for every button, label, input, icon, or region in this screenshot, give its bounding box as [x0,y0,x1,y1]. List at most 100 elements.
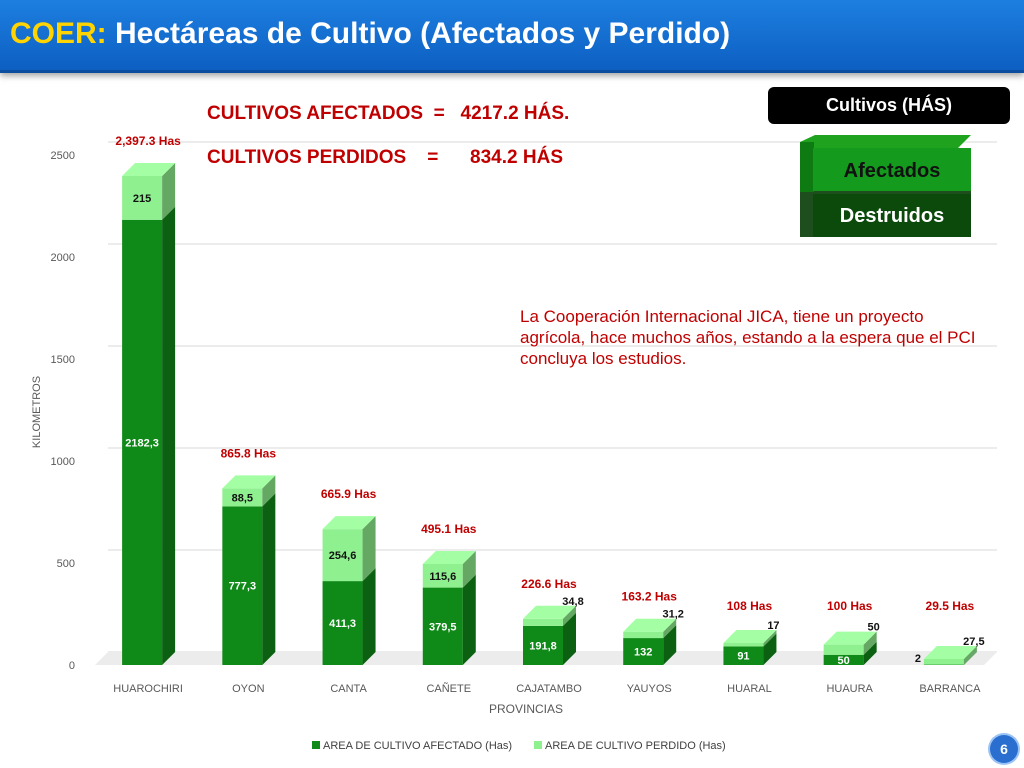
afectados-shape-top [800,135,971,149]
total-label: 2,397.3 Has [115,134,181,148]
bar-segment [122,175,163,220]
bar-segment [523,625,563,665]
bar-segment [623,638,664,665]
bar-segment-side [963,651,977,665]
x-tick-label: CAÑETE [426,682,471,695]
data-label: 379,5 [429,621,457,633]
total-label: 163.2 Has [622,590,678,604]
bar-segment-side [262,475,276,507]
bar-segment [422,587,463,665]
bar-segment-side [162,162,176,220]
bar-segment [823,644,864,655]
data-label: 34,8 [562,596,583,608]
x-tick-label: CAJATAMBO [516,683,582,695]
x-axis-title: PROVINCIAS [489,702,563,716]
perdidos-total: CULTIVOS PERDIDOS = 834.2 HÁS [207,147,563,168]
bar-segment [422,563,463,588]
x-tick-label: YAUYOS [627,683,672,695]
data-label: 88,5 [232,492,253,504]
bar-segment [623,631,664,639]
bar-segment-side [362,568,376,665]
bar-segment-side [763,629,777,647]
bar-segment-side [763,633,777,665]
bar-segment-top [823,631,877,645]
data-label: 215 [133,193,151,205]
bar-segment-side [963,645,977,665]
bar-segment-side [262,493,276,665]
page-title: COER: Hectáreas de Cultivo (Afectados y … [10,17,730,51]
legend-label: AREA DE CULTIVO AFECTADO (Has) [323,740,512,752]
bar-segment [322,529,363,582]
bar-segment-side [563,605,576,626]
x-tick-label: HUAURA [826,683,873,695]
bar-segment-top [623,618,677,632]
data-label: 115,6 [429,571,456,583]
bar-segment-side [462,574,476,665]
total-label: 865.8 Has [221,446,277,460]
bar-segment-side [162,206,176,666]
data-label: 777,3 [229,581,257,593]
data-label: 17 [767,620,779,632]
total-label: 29.5 Has [926,599,975,613]
data-label: 27,5 [963,636,984,648]
data-label: 254,6 [329,550,357,562]
legend-label: AREA DE CULTIVO PERDIDO (Has) [545,740,726,752]
bar-segment [823,654,864,665]
destruidos-shape [813,194,971,237]
bar-segment [923,658,964,665]
bar-segment-side [663,625,677,665]
bar-segment [322,581,363,665]
bar-segment [523,618,563,626]
legend-swatch [312,741,320,749]
title-bar: COER: Hectáreas de Cultivo (Afectados y … [0,0,1024,73]
bar-segment-side [462,550,476,588]
afectados-shape [813,148,971,191]
bar-segment [222,506,263,665]
jica-note: La Cooperación Internacional JICA, tiene… [520,307,976,368]
total-label: 665.9 Has [321,487,377,501]
bar-segment-side [663,618,677,639]
y-tick-label: 500 [57,558,75,570]
bar-segment-side [362,516,376,582]
bar-segment-top [523,605,576,619]
bar-segment-top [122,162,176,176]
x-tick-label: BARRANCA [919,683,981,695]
bar-segment-side [863,641,877,665]
total-label: 495.1 Has [421,522,477,536]
bar-segment-side [563,612,576,665]
bar-segment [723,646,764,665]
data-label: 132 [634,647,652,659]
total-label: 100 Has [827,599,873,613]
y-tick-label: 1500 [51,354,75,366]
x-tick-label: HUARAL [727,683,772,695]
bar-segment-top [923,645,977,659]
data-label: 91 [737,651,749,663]
data-label: 411,3 [329,618,356,630]
bar-segment-top [222,475,276,489]
legend-destruidos-label: Destruidos [839,205,945,227]
title-main: Hectáreas de Cultivo (Afectados y Perdid… [106,17,731,50]
bar-segment-top [723,629,777,643]
total-label: 108 Has [727,599,773,613]
legend-afectados-label: Afectados [843,160,941,182]
data-label: 2 [915,653,921,665]
side-legend-graphic [800,135,971,237]
afectados-shape-side [800,142,814,192]
bar-segment [122,219,163,666]
x-tick-label: OYON [232,683,264,695]
bar-segment [723,642,764,647]
x-tick-label: HUAROCHIRI [113,683,183,695]
y-tick-label: 2000 [51,252,75,264]
title-prefix: COER: [10,17,107,50]
bar-segment-top [422,550,476,564]
data-label: 31,2 [663,609,684,621]
page-number: 6 [990,735,1018,763]
y-axis-title: KILOMETROS [31,376,43,448]
afectados-total: CULTIVOS AFECTADOS = 4217.2 HÁS. [207,103,570,124]
y-tick-label: 0 [69,660,75,672]
data-label: 50 [838,655,850,667]
legend-swatch [534,741,542,749]
data-label: 50 [868,622,880,634]
y-tick-label: 2500 [51,150,75,162]
